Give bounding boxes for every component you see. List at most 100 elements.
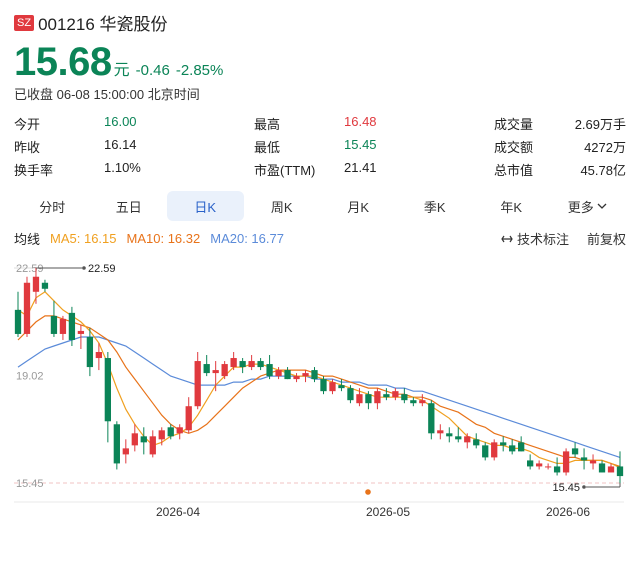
stat-label: 昨收 <box>14 140 41 155</box>
candle-body <box>437 430 444 434</box>
stat-label: 今开 <box>14 117 41 132</box>
stats-row: 换手率 1.10% 市盈(TTM) 21.41 总市值 45.78亿 <box>14 158 626 181</box>
event-marker-dot <box>365 489 371 495</box>
candle-body <box>607 466 615 473</box>
candle-body <box>230 358 237 368</box>
stat-value: 16.00 <box>104 114 137 129</box>
ma20-line <box>17 336 621 458</box>
candle-body <box>338 385 345 389</box>
stats-row: 昨收 16.14 最低 15.45 成交额 4272万 <box>14 135 626 158</box>
candle-body <box>464 436 471 443</box>
y-axis-label: 19.02 <box>16 371 44 383</box>
candle-body <box>473 439 480 446</box>
market-status: 已收盘 06-08 15:00:00 北京时间 <box>14 87 200 102</box>
tech-annotation-icon <box>501 235 513 242</box>
candle-body <box>491 442 498 458</box>
stock-header: SZ 001216 华瓷股份 <box>14 10 168 35</box>
min-marker-dot <box>582 485 586 489</box>
stat-value: 1.10% <box>104 160 141 175</box>
candle-body <box>113 424 120 464</box>
stats-row: 今开 16.00 最高 16.48 成交量 2.69万手 <box>14 112 626 135</box>
current-price: 15.68 <box>14 40 112 84</box>
stat-value: 2.69万手 <box>574 117 626 132</box>
tab-five-day[interactable]: 五日 <box>115 199 142 215</box>
stats-grid: 今开 16.00 最高 16.48 成交量 2.69万手 昨收 16.14 最低 15.4… <box>14 112 626 181</box>
price-change: -0.46 <box>135 62 170 79</box>
stat-value: 15.45 <box>344 137 377 152</box>
tab-yearly-k[interactable]: 年K <box>500 199 523 215</box>
candle-body <box>446 433 453 437</box>
tech-annotation-label: 技术标注 <box>516 232 569 247</box>
candle-body <box>59 318 67 334</box>
candle-body <box>428 403 435 434</box>
candle-body <box>482 445 489 458</box>
candle-body <box>392 391 399 398</box>
candle-body <box>329 382 336 392</box>
candle-body <box>248 361 255 368</box>
candle-body <box>580 457 588 461</box>
stat-value: 16.14 <box>104 137 137 152</box>
candle-body <box>122 448 129 455</box>
chevron-down-icon <box>597 203 607 209</box>
stat-value: 16.48 <box>344 114 377 129</box>
candle-body <box>616 466 624 477</box>
period-tabs: 分时 五日 日K 周K 月K 季K 年K 更多 <box>14 191 626 221</box>
candle-body <box>571 448 579 455</box>
price-unit: 元 <box>113 62 130 79</box>
tab-quarterly-k[interactable]: 季K <box>423 199 446 215</box>
tab-more[interactable]: 更多 <box>550 191 627 221</box>
candle-body <box>302 373 309 377</box>
kline-chart[interactable]: 22.59 19.02 15.45 2026-04 2026-05 2026-06 22.5… <box>0 250 638 530</box>
candle-body <box>68 312 76 340</box>
candle-body <box>311 370 318 380</box>
tab-monthly-k[interactable]: 月K <box>347 199 370 215</box>
ma-label: 均线 <box>14 232 41 247</box>
candle-body <box>50 315 58 334</box>
candle-body <box>455 436 462 440</box>
candle-body <box>212 370 219 374</box>
candle-body <box>239 361 246 368</box>
stat-label: 换手率 <box>14 163 54 178</box>
candle-body <box>14 309 22 334</box>
tab-weekly-k[interactable]: 周K <box>270 199 293 215</box>
candle-body <box>598 463 606 473</box>
ma10-line <box>17 315 621 467</box>
ma-legend: 均线 MA5: 16.15 MA10: 16.32 MA20: 16.77 技术… <box>14 229 626 248</box>
candle-body <box>185 406 192 431</box>
max-price-label: 22.59 <box>88 263 116 275</box>
candle-body <box>500 442 507 446</box>
candle-body <box>140 436 147 443</box>
tab-daily-k[interactable]: 日K <box>167 191 244 221</box>
stat-label: 成交量 <box>494 117 534 132</box>
candle-body <box>518 442 525 452</box>
stock-title: 001216 华瓷股份 <box>38 15 168 34</box>
candle-body <box>284 370 291 380</box>
y-axis-label: 22.59 <box>16 263 44 275</box>
min-price-label: 15.45 <box>552 482 580 494</box>
stat-label: 最高 <box>254 117 281 132</box>
candle-body <box>149 436 156 455</box>
candle-body <box>589 460 597 464</box>
candle-body <box>221 364 228 377</box>
candle-body <box>167 427 174 437</box>
tech-annotation-toggle[interactable]: 技术标注 <box>501 229 569 248</box>
candle-body <box>176 427 183 434</box>
candle-body <box>374 391 381 404</box>
ma5-value: MA5: 16.15 <box>50 231 117 246</box>
adjust-mode-button[interactable]: 前复权 <box>586 232 626 247</box>
candle-body <box>275 370 282 377</box>
candle-body <box>41 282 49 289</box>
candle-body <box>401 394 408 401</box>
stat-label: 成交额 <box>494 140 534 155</box>
candle-body <box>203 364 210 374</box>
candle-body <box>356 394 363 404</box>
market-badge: SZ <box>14 14 35 31</box>
stat-value: 4272万 <box>584 140 626 155</box>
candle-body <box>509 445 516 452</box>
candle-body <box>104 358 111 422</box>
candle-body <box>266 364 273 377</box>
tab-intraday[interactable]: 分时 <box>39 199 66 215</box>
candle-body <box>383 394 390 398</box>
candle-body <box>544 466 552 468</box>
quote-row: 15.68 元 -0.46 -2.85% <box>14 40 223 85</box>
